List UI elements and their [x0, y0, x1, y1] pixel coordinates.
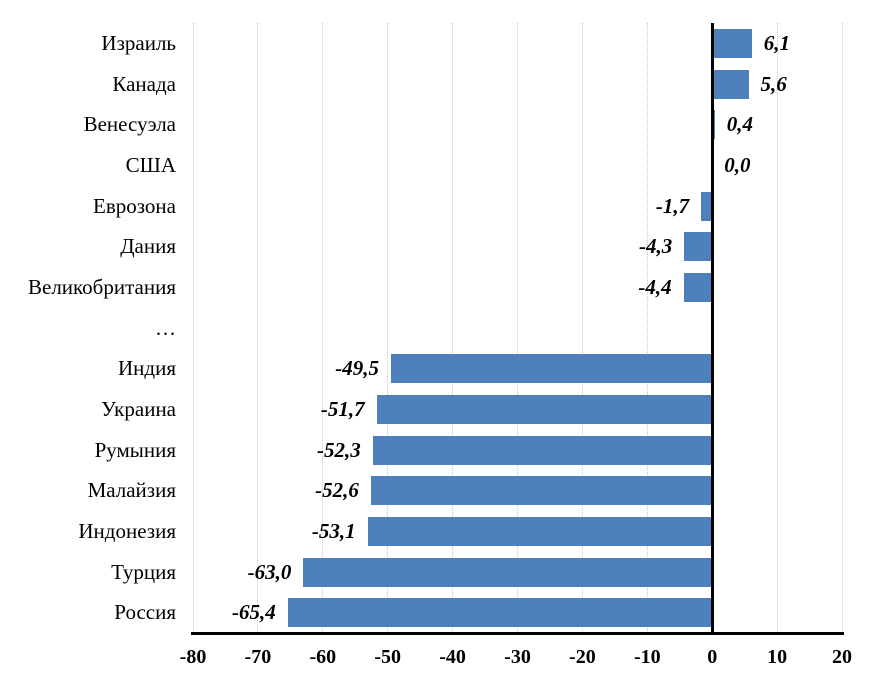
category-label: Турция [111, 559, 176, 584]
category-label: Россия [114, 600, 176, 625]
value-label: -65,4 [232, 600, 276, 625]
gridline [581, 23, 583, 633]
category-label: … [155, 315, 176, 340]
bar [684, 232, 713, 262]
value-label: 6,1 [763, 30, 791, 55]
gridline [517, 23, 518, 633]
gridline [387, 23, 389, 633]
category-label: Венесуэла [83, 112, 176, 137]
category-label: Канада [112, 71, 176, 96]
bar [370, 476, 713, 506]
x-tick-label: -50 [374, 646, 402, 668]
value-label: 0,4 [726, 112, 754, 137]
category-label: Украина [101, 396, 176, 421]
bar [712, 69, 749, 99]
gridline [192, 23, 194, 633]
category-label: Дания [120, 234, 176, 259]
bar [683, 272, 713, 302]
x-tick-label: 0 [707, 646, 718, 668]
value-label: -4,3 [639, 234, 673, 259]
category-label: Индия [118, 356, 176, 381]
value-label: -52,6 [315, 478, 359, 503]
category-label: Румыния [94, 437, 176, 462]
gridline [776, 23, 778, 633]
value-label: -63,0 [247, 559, 292, 584]
category-label: США [125, 152, 176, 177]
x-axis-line [191, 632, 844, 635]
x-tick-label: -80 [179, 646, 207, 668]
bar [376, 394, 713, 424]
x-tick-label: -40 [439, 646, 466, 668]
category-label: Еврозона [93, 193, 176, 218]
gridline [841, 23, 843, 633]
bar [367, 516, 713, 546]
bar [712, 28, 752, 58]
gridline [322, 23, 324, 633]
x-tick-label: -10 [633, 646, 661, 668]
value-label: -53,1 [311, 518, 356, 543]
value-label: -4,4 [638, 274, 672, 299]
value-label: 0,0 [724, 152, 751, 177]
bar [372, 435, 713, 465]
x-tick-label: -60 [309, 646, 337, 668]
gridline [646, 23, 648, 633]
x-tick-label: -70 [244, 646, 272, 668]
bar [303, 557, 713, 587]
value-label: 5,6 [760, 71, 787, 96]
zero-axis-line [710, 23, 714, 633]
value-label: -1,7 [655, 193, 690, 218]
bar [390, 354, 713, 384]
category-label: Малайзия [87, 478, 176, 503]
gridline [257, 23, 259, 633]
x-tick-label: -20 [569, 646, 596, 668]
gridline [452, 23, 454, 633]
x-tick-label: 10 [767, 646, 788, 668]
bar [701, 191, 713, 221]
value-label: -52,3 [317, 437, 361, 462]
category-label: Израиль [101, 30, 176, 55]
x-tick-label: 20 [832, 646, 852, 668]
category-label: Великобритания [28, 274, 176, 299]
value-label: -51,7 [320, 396, 365, 421]
category-label: Индонезия [78, 518, 176, 543]
x-tick-label: -30 [504, 646, 531, 668]
value-label: -49,5 [335, 356, 379, 381]
bar [287, 598, 713, 628]
